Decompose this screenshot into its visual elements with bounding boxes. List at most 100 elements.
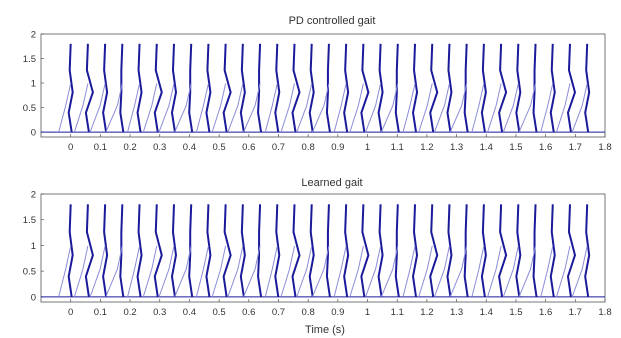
stance-leg [463,204,469,298]
stance-leg [532,43,538,133]
swing-leg [555,245,571,298]
stance-leg [119,43,125,133]
stance-leg [153,204,163,298]
x-tick-label: 0.3 [153,307,166,318]
swing-leg [402,245,416,297]
gait-snapshot [418,204,439,298]
swing-leg [158,83,175,133]
y-tick-label: 2 [31,30,36,41]
y-tick-label: 0.5 [23,103,36,114]
swing-leg [73,83,89,133]
y-tick-label: 1 [31,79,36,90]
stance-leg [412,43,419,133]
swing-leg [471,245,485,297]
stance-leg [498,204,508,298]
swing-leg [571,245,588,298]
stance-leg [291,43,301,133]
swing-leg [73,245,89,298]
axes-frame [40,193,606,303]
gait-snapshot [227,204,246,298]
gait-snapshot [449,204,469,298]
stance-leg [84,204,94,298]
gait-snapshot [487,204,508,298]
swing-leg [571,83,588,133]
gait-snapshot [264,204,281,298]
gait-snapshot [502,204,522,298]
gait-snapshot [402,43,419,133]
x-tick-label: 1 [365,307,370,318]
gait-snapshot [296,43,315,133]
swing-leg [105,245,123,298]
stance-leg [515,43,522,133]
gait-snapshot [174,43,194,133]
swing-leg [105,83,123,133]
x-tick-label: 0.4 [183,142,196,153]
x-tick-label: 0 [68,142,73,153]
stance-leg [584,204,591,298]
stance-leg [308,43,315,133]
stance-leg [549,43,556,133]
panel-learned-gait: Learned gait 0 0.1 0.2 0.3 0.4 0.5 0.6 0.7 0.8 0.… [23,177,612,318]
gait-snapshot [540,43,556,133]
x-tick-label: 1.7 [569,142,582,153]
gait-snapshot [158,204,177,298]
swing-leg [518,245,537,298]
stance-leg [67,43,74,133]
x-tick-label: 1.3 [450,307,463,318]
stance-leg [480,43,487,133]
gait-snapshot [380,43,400,133]
swing-leg [502,245,519,298]
stance-leg [429,204,439,298]
x-tick-label: 0.5 [212,142,225,153]
chart-title: Learned gait [301,177,362,189]
stance-leg [222,43,232,133]
stance-leg [205,43,212,133]
swing-leg [540,245,554,297]
gait-snapshot [280,43,301,133]
axes-frame [40,33,606,138]
stance-leg [136,204,143,298]
gait-snapshot [518,204,538,298]
swing-leg [518,83,537,133]
swing-leg [58,245,72,297]
swing-leg [555,83,571,133]
gait-snapshot [333,204,350,298]
swing-leg [418,83,433,133]
gait-snapshot [105,43,125,133]
stance-leg [274,43,281,133]
stance-leg [291,204,301,298]
stance-leg [446,204,453,298]
swing-leg [540,83,554,133]
swing-leg [195,83,209,133]
gait-snapshot [127,43,143,133]
stance-leg [274,204,281,298]
stance-leg [84,43,94,133]
stance-leg [360,43,370,133]
x-tick-label: 0.4 [183,307,196,318]
swing-leg [349,245,364,298]
x-tick-label: 0.7 [272,307,285,318]
swing-leg [264,83,278,133]
x-tick-label: 1.4 [480,307,493,318]
y-tick-label: 1.5 [23,54,36,65]
gait-snapshot [127,204,143,298]
swing-leg [487,83,502,133]
gait-snapshot [211,43,232,133]
gait-snapshot [142,204,163,298]
x-tick-label: 1.5 [509,307,522,318]
gait-snapshot [211,204,232,298]
x-tick-label: 0.6 [242,142,255,153]
gait-snapshot [471,43,487,133]
stance-leg [498,43,508,133]
x-tick-label: 0.3 [153,142,166,153]
gait-snapshot [502,43,522,133]
x-tick-label: 0.9 [331,307,344,318]
axes-learned: 0 0.1 0.2 0.3 0.4 0.5 0.6 0.7 0.8 0.9 1 1.1 1.2 1.3 1.… [23,190,612,319]
gait-snapshot [365,204,384,298]
gait-snapshot [380,204,400,298]
swing-leg [402,83,416,133]
x-tick-label: 1.8 [598,142,611,153]
stance-leg [566,204,577,298]
gait-snapshot [418,43,439,133]
x-tick-label: 0.6 [242,307,255,318]
